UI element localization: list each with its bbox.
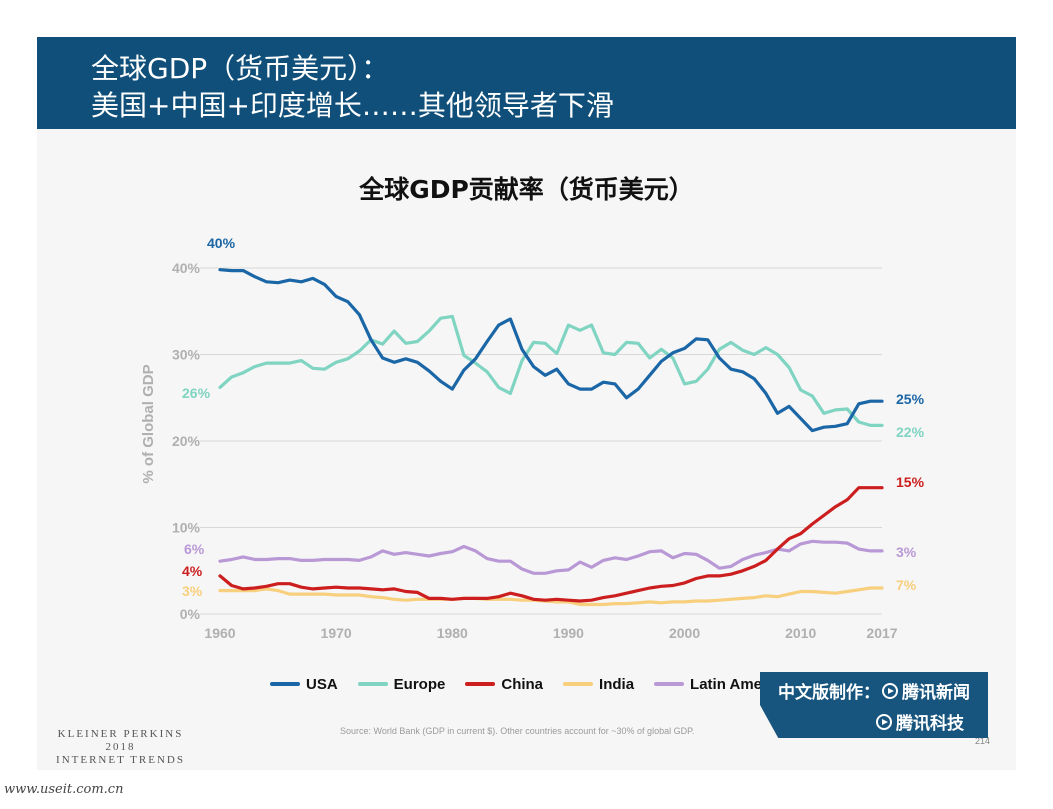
end-label-europe: 22% [896, 424, 925, 440]
play-logo-icon-2 [876, 713, 892, 730]
y-tick-label: 10% [172, 520, 201, 536]
slide-header: 全球GDP（货币美元）： 美国+中国+印度增长……其他领导者下滑 [37, 37, 1016, 129]
x-tick-label: 1960 [204, 625, 235, 641]
chart-title: 全球GDP贡献率（货币美元） [359, 175, 694, 204]
series-line-india [218, 586, 884, 607]
source-note: Source: World Bank (GDP in current $). O… [340, 726, 695, 736]
badge-prefix: 中文版制作： [778, 683, 880, 703]
start-label-china: 4% [182, 563, 203, 579]
chart-legend: USA Europe China India Latin America [270, 674, 809, 694]
legend-swatch-india [563, 682, 594, 686]
legend-swatch-china [465, 682, 496, 686]
start-label-latin-america: 6% [184, 541, 205, 557]
badge-brand-news: 腾讯新闻 [902, 683, 970, 703]
start-label-europe: 26% [182, 385, 211, 401]
legend-item-usa: USA [270, 676, 338, 693]
series-line-latin-america [218, 539, 884, 575]
legend-label-usa: USA [306, 675, 338, 693]
x-tick-label: 2017 [866, 625, 897, 641]
legend-item-china: China [465, 676, 543, 693]
slide-title-line-1: 全球GDP（货币美元）： [91, 52, 390, 85]
badge-row-2: 腾讯科技 [874, 709, 964, 734]
y-tick-label: 20% [172, 433, 201, 449]
end-label-india: 7% [896, 577, 917, 593]
y-tick-label: 40% [172, 260, 201, 276]
legend-label-china: China [501, 675, 544, 693]
legend-item-india: India [563, 676, 634, 693]
x-tick-label: 1970 [321, 625, 352, 641]
end-label-usa: 25% [896, 391, 925, 407]
badge-row-1: 中文版制作： 腾讯新闻 [778, 678, 970, 703]
legend-swatch-europe [357, 682, 388, 686]
legend-item-europe: Europe [357, 675, 446, 693]
y-axis-label: % of Global GDP [140, 364, 157, 483]
end-label-china: 15% [896, 474, 925, 490]
translation-credit-badge: 中文版制作： 腾讯新闻 腾讯科技 [760, 672, 988, 738]
slide-title-line-2: 美国+中国+印度增长……其他领导者下滑 [91, 89, 614, 122]
kp-year: 2018 [105, 741, 136, 753]
footer-url: www.useit.com.cn [4, 782, 124, 797]
page-number: 214 [975, 736, 991, 746]
series-line-china [218, 486, 884, 603]
end-label-latin-america: 3% [896, 544, 917, 560]
x-tick-label: 2010 [785, 625, 816, 641]
start-label-india: 3% [182, 583, 203, 599]
legend-label-india: India [599, 675, 635, 693]
series-line-europe [218, 314, 884, 427]
x-tick-label: 1980 [437, 625, 468, 641]
badge-brand-tech: 腾讯科技 [896, 714, 964, 734]
kp-report: INTERNET TRENDS [56, 754, 185, 766]
kleiner-perkins-logo: KLEINER PERKINS 2018 INTERNET TRENDS [48, 728, 193, 767]
play-logo-icon [882, 682, 898, 699]
legend-label-europe: Europe [393, 675, 446, 693]
legend-swatch-latin-america [654, 682, 685, 686]
start-label-usa: 40% [207, 235, 236, 251]
series-line-usa [218, 268, 884, 433]
x-tick-label: 2000 [669, 625, 700, 641]
x-tick-label: 1990 [553, 625, 584, 641]
y-tick-label: 0% [180, 606, 201, 622]
chart-panel [37, 129, 1016, 770]
y-tick-label: 30% [172, 347, 201, 363]
kp-name: KLEINER PERKINS [57, 728, 184, 740]
legend-swatch-usa [270, 682, 300, 686]
